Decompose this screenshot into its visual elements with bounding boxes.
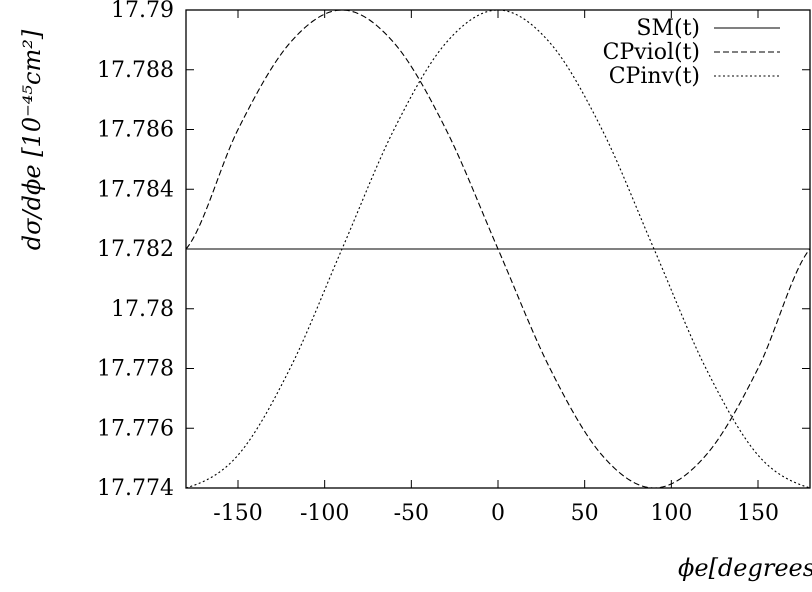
y-tick-label: 17.776 (97, 416, 174, 441)
x-axis-label-phi: ϕe[degrees] (678, 554, 812, 582)
y-tick-label: 17.778 (97, 357, 174, 382)
x-tick-label: -100 (300, 501, 349, 526)
x-tick-label: 150 (737, 501, 779, 526)
x-tick-label: -50 (394, 501, 429, 526)
y-tick-label: 17.784 (97, 177, 174, 202)
x-tick-label: 50 (571, 501, 599, 526)
y-axis-label-text: dσ/dϕe [10⁻⁴⁵cm²] (18, 29, 46, 250)
y-tick-label: 17.78 (111, 297, 174, 322)
legend-label: CPviol(t) (603, 40, 700, 65)
series-line-cpviol-t (185, 9, 811, 489)
y-tick-label: 17.786 (97, 118, 174, 143)
x-tick-label: 100 (650, 501, 692, 526)
x-tick-label: -150 (213, 501, 262, 526)
y-axis-label: dσ/dϕe [10⁻⁴⁵cm²] (18, 29, 46, 250)
legend-label: CPinv(t) (609, 64, 700, 89)
y-tick-label: 17.782 (97, 237, 174, 262)
y-tick-label: 17.79 (111, 0, 174, 23)
x-tick-label: 0 (491, 501, 505, 526)
y-tick-label: 17.788 (97, 58, 174, 83)
series-line-cpinv-t (185, 9, 811, 489)
x-axis-label: ϕe[degrees] (678, 554, 812, 582)
legend-label: SM(t) (636, 16, 700, 41)
y-tick-label: 17.774 (97, 476, 174, 501)
